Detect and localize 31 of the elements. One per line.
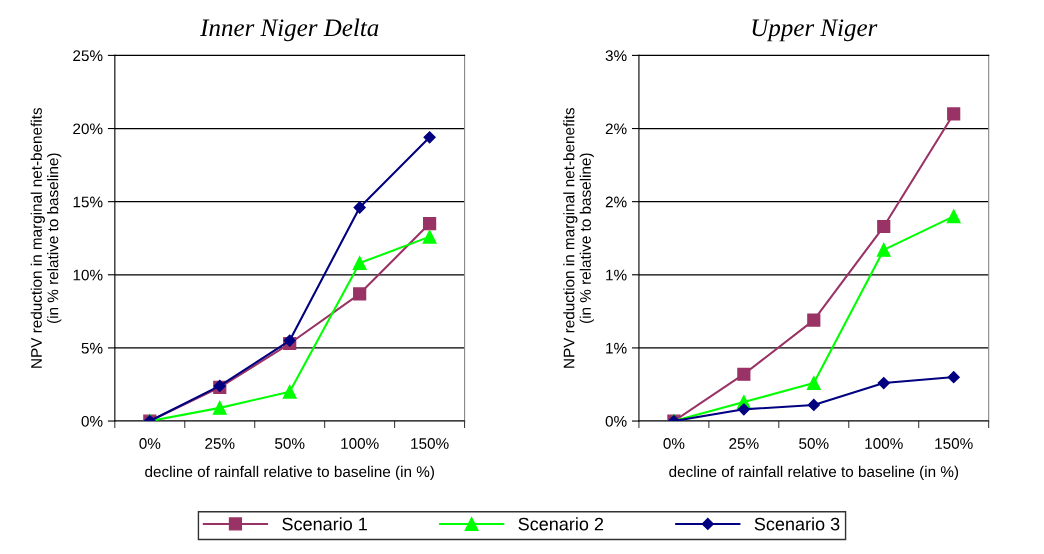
y-tick-label: 2% — [605, 123, 627, 135]
y-tick-label: 3% — [605, 50, 627, 62]
legend-label: Scenario 1 — [282, 517, 367, 531]
y-axis-title: NPV reduction in marginal net-benefits (in % relative to baseline) — [563, 107, 594, 368]
x-tick-label: 0% — [663, 438, 685, 449]
x-tick-label: 150% — [411, 438, 449, 449]
x-tick-label: 150% — [935, 438, 973, 449]
y-tick-label: 20% — [73, 123, 103, 135]
x-tick-label: 25% — [205, 438, 235, 449]
y-tick-label: 5% — [81, 342, 103, 354]
legend-label: Scenario 2 — [518, 517, 604, 531]
y-tick-label: 0% — [81, 415, 103, 427]
legend-label: Scenario 3 — [754, 517, 840, 531]
y-tick-label: 15% — [73, 196, 103, 208]
chart-title: Inner Niger Delta — [200, 18, 379, 42]
x-tick-label: 100% — [865, 438, 903, 449]
y-axis-title: NPV reduction in marginal net-benefits (in % relative to baseline) — [30, 107, 62, 368]
x-tick-label: 100% — [341, 438, 379, 449]
x-axis-title: decline of rainfall relative to baseline (in %) — [669, 465, 959, 481]
y-tick-label: 1% — [606, 269, 627, 281]
y-tick-label: 10% — [73, 269, 103, 281]
y-tick-label: 0% — [605, 415, 627, 427]
y-tick-label: 2% — [605, 196, 627, 208]
x-tick-label: 50% — [275, 438, 305, 449]
x-tick-label: 25% — [729, 438, 759, 449]
x-tick-label: 50% — [799, 438, 829, 449]
x-tick-label: 0% — [139, 438, 161, 449]
chart-title: Upper Niger — [752, 19, 878, 42]
y-tick-label: 25% — [73, 50, 103, 62]
x-axis-title: decline of rainfall relative to baseline (in %) — [145, 465, 434, 481]
y-tick-label: 1% — [606, 342, 627, 354]
